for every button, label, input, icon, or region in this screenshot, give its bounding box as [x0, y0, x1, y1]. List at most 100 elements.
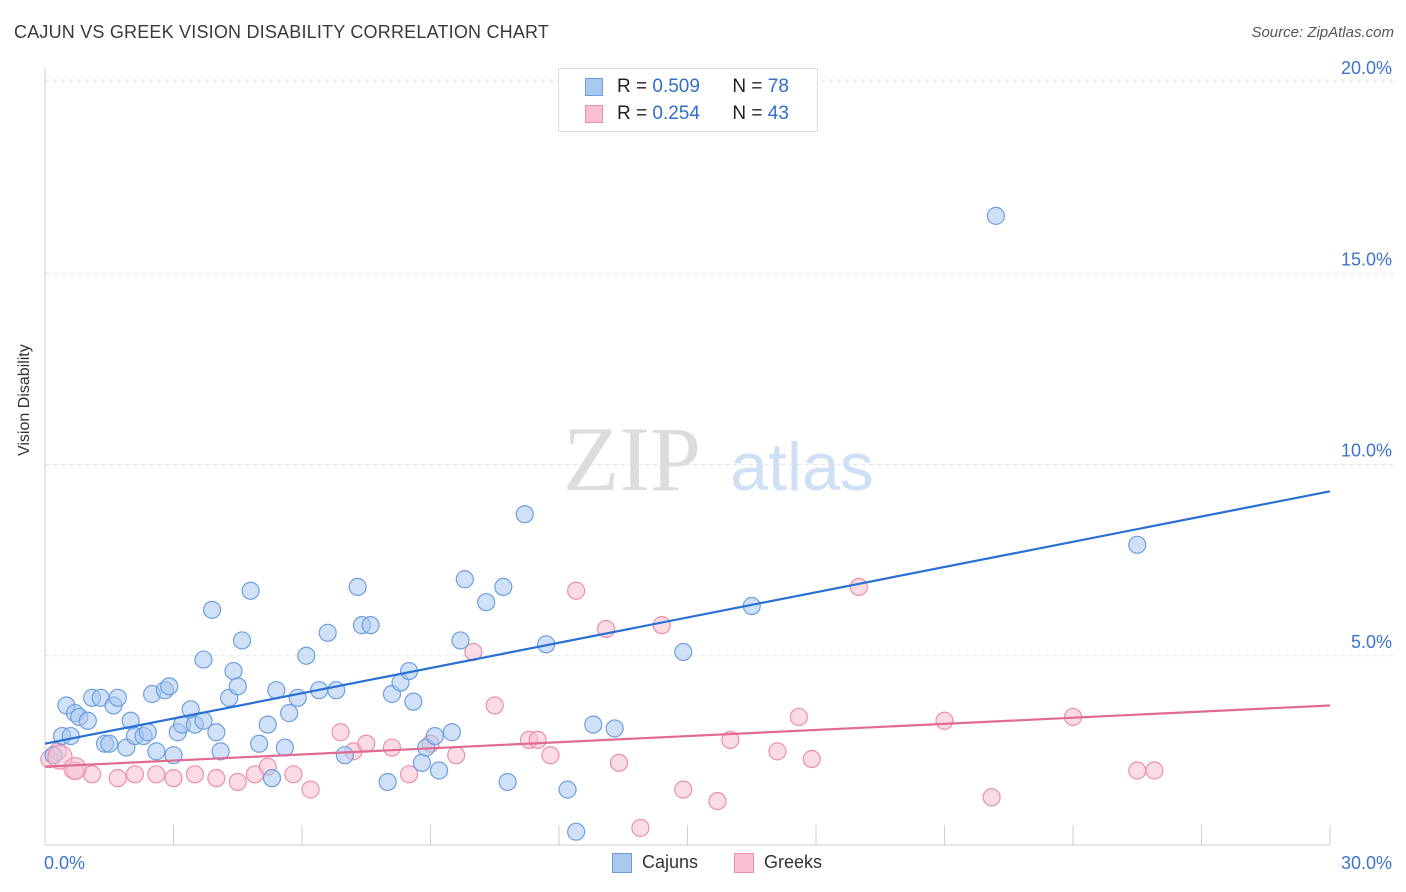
point-cajuns: [78, 711, 97, 730]
point-greeks: [1128, 761, 1147, 780]
legend-swatch-greeks: [585, 105, 603, 123]
point-cajuns: [1128, 535, 1147, 554]
legend-r-value: 0.509: [652, 76, 700, 97]
point-greeks: [721, 730, 740, 750]
watermark: ZIP atlas: [563, 408, 874, 510]
legend-label-cajuns: Cajuns: [642, 852, 699, 872]
legend-r-label: R =: [617, 76, 648, 97]
point-cajuns: [515, 505, 534, 524]
point-greeks: [399, 765, 419, 784]
point-greeks: [652, 616, 671, 635]
x-tick-label: 30.0%: [1341, 853, 1392, 873]
point-cajuns: [228, 677, 247, 696]
point-greeks: [382, 738, 402, 757]
point-cajuns: [61, 726, 80, 746]
point-cajuns: [138, 723, 157, 742]
point-greeks: [185, 765, 205, 784]
point-greeks: [63, 756, 87, 781]
point-cajuns: [262, 769, 282, 788]
point-cajuns: [558, 780, 577, 799]
trend-lines: [44, 490, 1331, 768]
trend-line-greeks: [44, 704, 1331, 768]
point-greeks: [164, 769, 183, 788]
source-label: Source: ZipAtlas.com: [1251, 24, 1394, 41]
point-greeks: [357, 734, 376, 753]
point-cajuns: [412, 753, 432, 772]
grid-lines: [45, 79, 1395, 657]
legend-n-label: N =: [732, 76, 763, 97]
y-tick-label: 20.0%: [1341, 58, 1392, 78]
correlation-legend: R = 0.509 N = 78 R = 0.254 N = 43: [558, 68, 818, 132]
point-cajuns: [211, 742, 230, 761]
point-cajuns: [250, 734, 269, 753]
point-greeks: [609, 753, 629, 772]
point-cajuns: [258, 715, 277, 734]
point-cajuns: [494, 577, 513, 597]
point-cajuns: [361, 616, 380, 635]
series-legend: Cajuns Greeks: [612, 852, 822, 873]
point-cajuns: [160, 677, 179, 696]
point-greeks: [125, 765, 145, 784]
point-cajuns: [224, 661, 243, 681]
point-cajuns: [348, 577, 367, 597]
point-cajuns: [378, 772, 397, 792]
legend-n-value: 78: [767, 76, 789, 97]
watermark-atlas: atlas: [730, 429, 874, 505]
y-tick-label: 15.0%: [1341, 249, 1392, 269]
point-cajuns: [241, 581, 260, 600]
point-greeks: [567, 581, 586, 600]
point-cajuns: [498, 772, 517, 792]
point-cajuns: [207, 723, 226, 742]
legend-r-label: R =: [617, 103, 648, 124]
point-cajuns: [335, 746, 354, 765]
point-greeks: [768, 742, 787, 761]
point-cajuns: [455, 570, 474, 589]
point-cajuns: [986, 206, 1006, 225]
point-greeks: [528, 730, 547, 750]
legend-r-value: 0.254: [652, 103, 700, 124]
point-greeks: [447, 746, 466, 765]
point-greeks: [935, 711, 954, 730]
point-greeks: [301, 780, 320, 799]
legend-swatch-cajuns: [612, 852, 632, 873]
legend-n-label: N =: [732, 103, 763, 124]
y-tick-label: 5.0%: [1351, 632, 1392, 652]
legend-row-cajuns: R = 0.509 N = 78: [585, 75, 789, 99]
y-tick-label: 10.0%: [1341, 441, 1392, 461]
point-cajuns: [194, 650, 213, 669]
point-cajuns: [429, 761, 449, 780]
point-greeks: [849, 577, 868, 597]
point-greeks: [1145, 761, 1164, 780]
point-greeks: [708, 791, 727, 811]
point-cajuns: [425, 726, 444, 746]
point-cajuns: [100, 734, 119, 753]
watermark-zip: ZIP: [563, 408, 701, 510]
point-greeks: [331, 723, 350, 742]
point-cajuns: [275, 738, 294, 757]
point-cajuns: [318, 623, 337, 642]
axes: [44, 68, 1331, 846]
point-greeks: [108, 769, 127, 788]
point-cajuns: [605, 719, 624, 738]
point-cajuns: [108, 688, 127, 707]
point-greeks: [631, 818, 650, 837]
trend-line-cajuns: [44, 490, 1331, 745]
legend-swatch-cajuns: [585, 78, 603, 96]
y-axis-label: Vision Disability: [16, 344, 33, 456]
legend-swatch-greeks: [734, 852, 755, 873]
point-greeks: [147, 765, 166, 784]
point-greeks: [789, 707, 808, 727]
point-greeks: [207, 769, 226, 788]
x-tick-label: 0.0%: [44, 853, 85, 873]
point-greeks: [228, 772, 247, 792]
point-cajuns: [202, 600, 222, 619]
legend-row-greeks: R = 0.254 N = 43: [585, 102, 789, 126]
point-greeks: [541, 746, 560, 765]
point-greeks: [802, 749, 821, 769]
point-greeks: [982, 788, 1001, 807]
chart-title: CAJUN VS GREEK VISION DISABILITY CORRELA…: [14, 22, 550, 42]
legend-n-value: 43: [767, 103, 789, 124]
point-cajuns: [477, 593, 496, 612]
point-cajuns: [584, 715, 603, 734]
